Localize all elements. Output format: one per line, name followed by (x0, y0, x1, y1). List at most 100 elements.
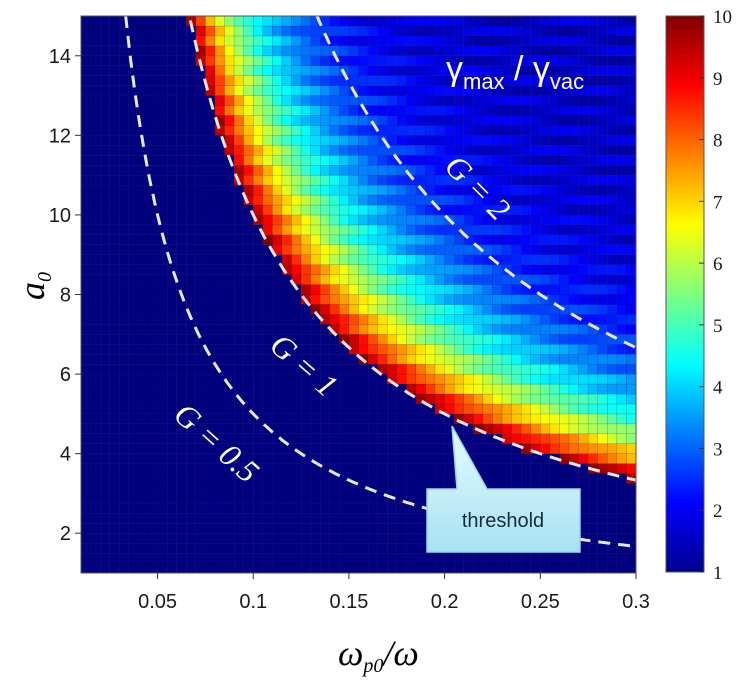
heatmap-cell (597, 443, 608, 454)
heatmap-cell (262, 403, 273, 415)
heatmap-cell (310, 155, 321, 166)
heatmap-cell (119, 483, 130, 494)
heatmap-cell (530, 145, 541, 156)
heatmap-cell (109, 453, 120, 464)
heatmap-cell (147, 16, 158, 27)
heatmap-cell (319, 264, 331, 275)
heatmap-cell (99, 95, 111, 106)
heatmap-cell (262, 65, 273, 76)
heatmap-cell (530, 125, 541, 136)
heatmap-cell (99, 135, 111, 146)
colorbar-tick-label: 5 (713, 316, 723, 337)
heatmap-cell (434, 234, 445, 246)
heatmap-cell (520, 204, 532, 216)
heatmap-cell (119, 284, 130, 295)
heatmap-cell (329, 413, 340, 425)
heatmap-cell (99, 284, 111, 295)
heatmap-cell (396, 184, 407, 196)
heatmap-cell (300, 513, 311, 524)
heatmap-cell (463, 95, 474, 106)
heatmap-cell (396, 314, 407, 325)
heatmap-cell (109, 423, 120, 435)
heatmap-cell (415, 254, 426, 265)
heatmap-cell (319, 234, 331, 246)
heatmap-cell (444, 334, 455, 345)
heatmap-cell (243, 164, 254, 176)
heatmap-cell (367, 403, 378, 415)
heatmap-cell (109, 254, 120, 265)
heatmap-cell (243, 115, 254, 126)
heatmap-cell (224, 214, 235, 226)
heatmap-cell (300, 523, 311, 534)
heatmap-cell (415, 274, 426, 285)
heatmap-cell (300, 75, 311, 86)
heatmap-cell (109, 353, 120, 365)
heatmap-cell (511, 224, 522, 236)
heatmap-cell (157, 254, 168, 265)
heatmap-cell (492, 125, 503, 136)
heatmap-cell (310, 145, 321, 156)
heatmap-cell (616, 25, 627, 37)
heatmap-cell (520, 135, 532, 146)
heatmap-cell (425, 105, 436, 116)
heatmap-cell (415, 25, 426, 37)
heatmap-cell (501, 324, 512, 335)
heatmap-cell (511, 562, 522, 573)
heatmap-cell (339, 105, 350, 116)
heatmap-cell (587, 16, 599, 27)
heatmap-cell (377, 214, 388, 226)
heatmap-cell (281, 35, 292, 47)
heatmap-cell (319, 542, 331, 554)
heatmap-cell (119, 224, 130, 236)
heatmap-cell (415, 85, 426, 96)
heatmap-cell (511, 145, 522, 156)
heatmap-cell (520, 194, 532, 206)
heatmap-cell (540, 244, 551, 256)
heatmap-cell (81, 463, 91, 474)
heatmap-cell (224, 334, 235, 345)
heatmap-cell (377, 224, 388, 236)
heatmap-cell (176, 383, 187, 395)
heatmap-cell (386, 214, 398, 226)
heatmap-cell (252, 95, 264, 106)
heatmap-cell (396, 234, 407, 246)
heatmap-cell (157, 204, 168, 216)
heatmap-cell (281, 95, 292, 106)
heatmap-cell (626, 125, 636, 136)
heatmap-cell (425, 145, 436, 156)
heatmap-cell (252, 503, 264, 514)
heatmap-cell (90, 363, 101, 375)
heatmap-cell (540, 115, 551, 126)
heatmap-cell (243, 234, 254, 246)
heatmap-cell (377, 16, 388, 27)
heatmap-cell (252, 363, 264, 375)
heatmap-cell (262, 274, 273, 285)
heatmap-cell (434, 35, 445, 47)
heatmap-cell (463, 55, 474, 67)
heatmap-cell (166, 85, 177, 96)
heatmap-cell (157, 373, 168, 385)
heatmap-cell (386, 304, 398, 315)
heatmap-cell (300, 55, 311, 67)
heatmap-cell (224, 264, 235, 275)
heatmap-cell (626, 294, 636, 305)
heatmap-cell (109, 314, 120, 325)
heatmap-cell (415, 234, 426, 246)
heatmap-cell (367, 135, 378, 146)
heatmap-cell (176, 164, 187, 176)
heatmap-cell (425, 363, 436, 375)
heatmap-cell (147, 244, 158, 256)
heatmap-cell (626, 115, 636, 126)
heatmap-cell (578, 324, 589, 335)
heatmap-cell (224, 125, 235, 136)
heatmap-cell (339, 284, 350, 295)
heatmap-cell (415, 523, 426, 534)
heatmap-cell (578, 353, 589, 365)
heatmap-cell (224, 542, 235, 554)
heatmap-cell (291, 125, 302, 136)
heatmap-cell (626, 234, 636, 246)
heatmap-cell (492, 363, 503, 375)
heatmap-cell (559, 224, 570, 236)
heatmap-cell (339, 453, 350, 464)
heatmap-cell (358, 493, 369, 504)
